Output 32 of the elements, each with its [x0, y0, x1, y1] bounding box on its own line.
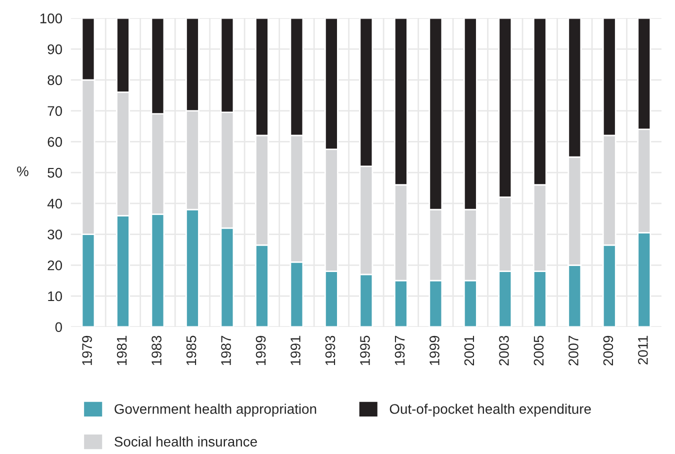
x-tick-label: 1987 [221, 336, 231, 366]
x-tick-label: 1985 [186, 336, 196, 366]
x-tick-label: 2005 [534, 336, 544, 366]
x-tick-label: 1983 [152, 336, 162, 366]
x-tick-label: 1999 [256, 336, 266, 366]
x-tick-label: 2011 [638, 336, 648, 364]
x-tick-label: 1999 [430, 336, 440, 366]
y-tick-label: 0 [55, 322, 62, 332]
y-tick-label: 40 [47, 198, 62, 209]
y-tick-label: 30 [48, 230, 62, 240]
x-tick-label: 2003 [499, 336, 509, 366]
y-tick-label: 80 [48, 75, 62, 86]
x-tick-label: 1995 [360, 336, 370, 366]
x-tick-label: 1993 [325, 336, 336, 366]
x-tick-label: 2009 [603, 336, 614, 366]
y-tick-label: 100 [40, 13, 62, 24]
legend-label: Social health insurance [114, 436, 257, 447]
y-tick-label: 90 [48, 44, 62, 54]
y-tick-label: 70 [48, 106, 62, 116]
legend-label: Government health appropriation [114, 404, 316, 417]
x-tick-label: 1981 [116, 336, 127, 366]
y-axis-title: % [17, 166, 28, 176]
x-tick-label: 1997 [394, 336, 405, 366]
y-tick-label: 60 [48, 136, 62, 147]
x-tick-label: 2007 [568, 336, 578, 366]
x-tick-label: 2001 [464, 336, 474, 366]
legend-label: Out-of-pocket health expenditure [390, 404, 591, 417]
x-tick-label: 1979 [82, 336, 92, 366]
y-tick-label: 50 [48, 168, 62, 178]
y-tick-label: 20 [48, 260, 62, 270]
y-tick-label: 10 [48, 291, 62, 302]
x-tick-label: 1991 [290, 336, 300, 366]
